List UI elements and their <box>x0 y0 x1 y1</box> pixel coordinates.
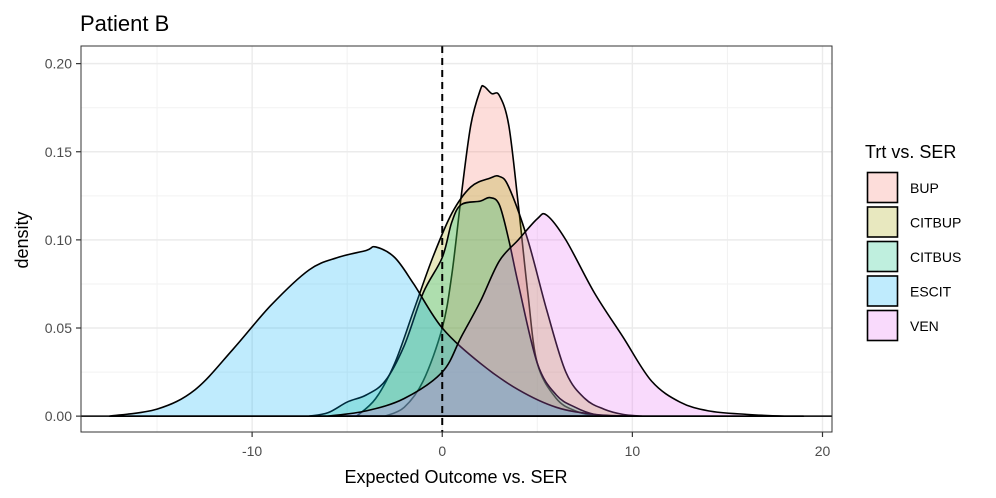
panel-border <box>80 45 833 433</box>
legend-key-background <box>866 240 899 273</box>
y-axis-ticks: 0.00 0.05 0.10 0.15 0.20 <box>45 56 81 424</box>
legend-title: Trt vs. SER <box>865 142 956 162</box>
x-axis-title: Expected Outcome vs. SER <box>344 467 567 487</box>
y-tick-label: 0.10 <box>45 232 72 248</box>
legend-key-bup <box>866 171 899 204</box>
legend-key-ven <box>866 309 899 342</box>
legend-key-citbup <box>866 206 899 238</box>
legend-key-background <box>866 171 899 204</box>
legend-key-background <box>866 274 899 308</box>
legend-label-bup: BUP <box>910 180 939 196</box>
density-area-citbup <box>355 175 643 417</box>
legend-key-background <box>866 205 899 239</box>
legend-key-citbus <box>866 240 899 273</box>
legend-label-citbus: CITBUS <box>910 249 961 265</box>
density-area-citbus <box>308 196 615 417</box>
y-axis-title: density <box>12 211 32 268</box>
x-axis-ticks: -10 0 10 20 <box>242 432 830 459</box>
legend-key-background <box>866 309 899 342</box>
chart-title: Patient B <box>80 11 169 36</box>
legend-label-ven: VEN <box>910 318 939 334</box>
x-tick-label: 20 <box>815 443 831 459</box>
legend-label-citbup: CITBUP <box>910 215 961 231</box>
x-tick-label: -10 <box>242 443 262 459</box>
legend-label-escit: ESCIT <box>910 284 952 300</box>
density-areas <box>81 84 832 418</box>
y-tick-label: 0.20 <box>45 56 72 72</box>
legend: Trt vs. SER BUP CITBUP CITBUS ESCIT VEN <box>865 142 961 342</box>
x-tick-label: 10 <box>625 443 641 459</box>
x-tick-label: 0 <box>438 443 446 459</box>
density-area-escit <box>108 245 634 417</box>
y-tick-label: 0.15 <box>45 144 72 160</box>
legend-key-escit <box>866 275 899 307</box>
y-tick-label: 0.00 <box>45 408 72 424</box>
y-tick-label: 0.05 <box>45 320 72 336</box>
